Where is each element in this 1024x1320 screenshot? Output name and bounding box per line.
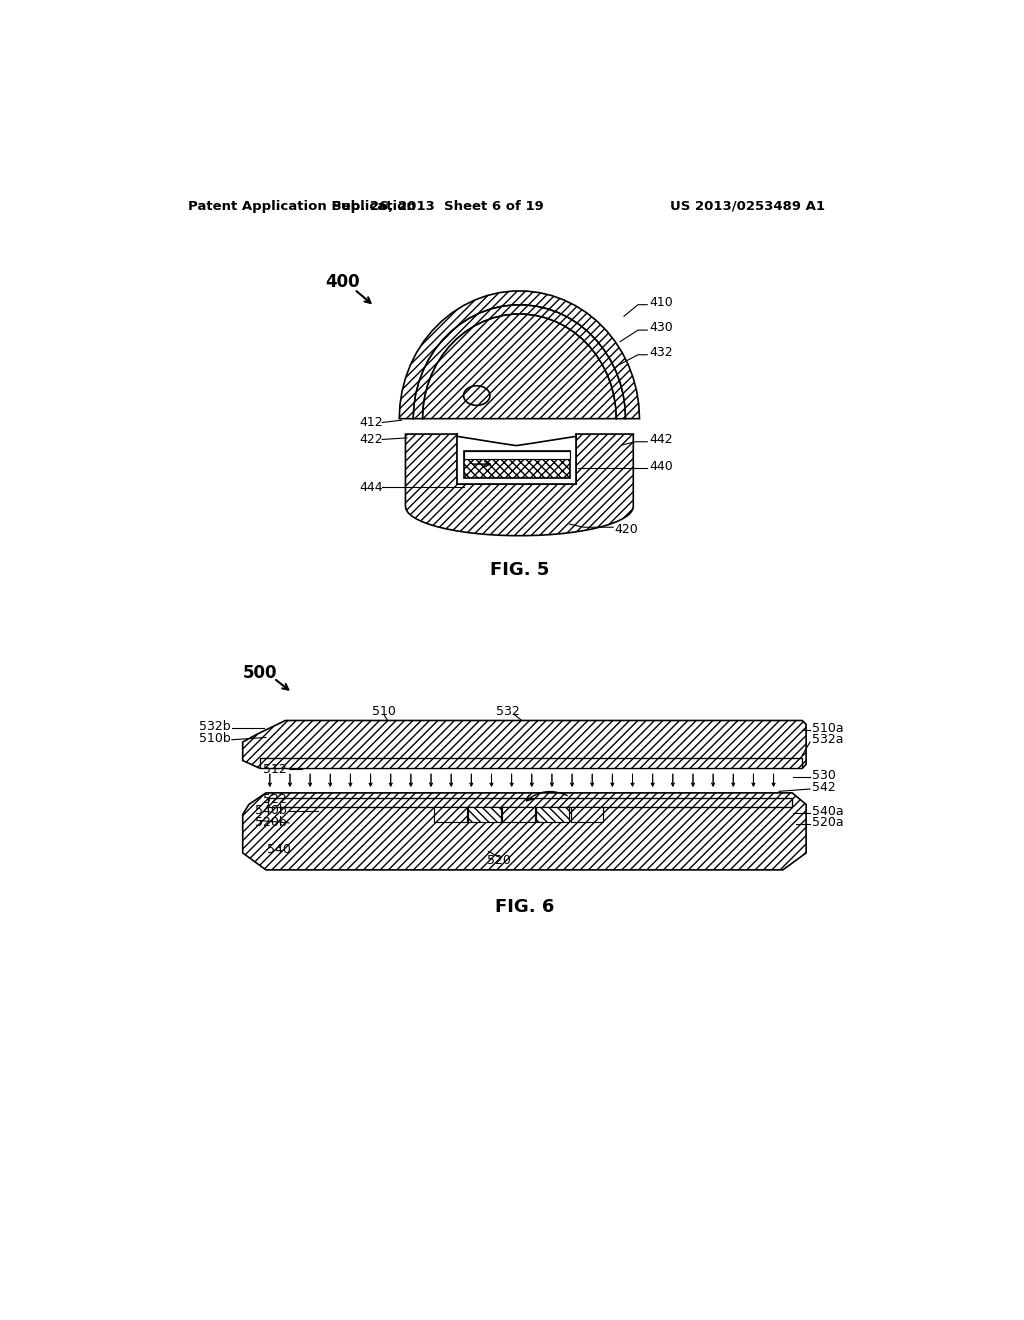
Polygon shape xyxy=(243,721,806,768)
Text: US 2013/0253489 A1: US 2013/0253489 A1 xyxy=(671,199,825,213)
Ellipse shape xyxy=(464,385,489,405)
Polygon shape xyxy=(537,807,569,822)
Text: 522: 522 xyxy=(263,792,287,805)
Text: 442: 442 xyxy=(649,433,673,446)
Polygon shape xyxy=(464,451,569,478)
Polygon shape xyxy=(434,807,467,822)
Text: 410: 410 xyxy=(649,296,674,309)
Text: Patent Application Publication: Patent Application Publication xyxy=(188,199,416,213)
Text: 430: 430 xyxy=(649,321,674,334)
Text: 532: 532 xyxy=(496,705,519,718)
Polygon shape xyxy=(399,290,640,418)
Text: 412: 412 xyxy=(359,416,383,429)
Text: 520a: 520a xyxy=(812,816,844,829)
Polygon shape xyxy=(468,807,501,822)
Text: 532a: 532a xyxy=(812,733,844,746)
Text: 420: 420 xyxy=(614,523,638,536)
Text: 520: 520 xyxy=(486,854,511,867)
Text: 500: 500 xyxy=(243,664,278,681)
Polygon shape xyxy=(267,797,793,807)
Text: 510b: 510b xyxy=(199,731,230,744)
Polygon shape xyxy=(458,434,575,484)
Text: 432: 432 xyxy=(649,346,673,359)
Text: FIG. 6: FIG. 6 xyxy=(496,898,554,916)
Polygon shape xyxy=(464,451,569,459)
Polygon shape xyxy=(503,807,535,822)
Text: 542: 542 xyxy=(812,781,836,795)
Text: 530: 530 xyxy=(812,770,837,783)
Text: 510: 510 xyxy=(372,705,395,718)
Text: 400: 400 xyxy=(326,273,360,290)
Polygon shape xyxy=(243,768,806,793)
Polygon shape xyxy=(570,807,603,822)
Text: 510a: 510a xyxy=(812,722,844,735)
Polygon shape xyxy=(406,434,633,536)
Text: 540: 540 xyxy=(267,843,292,857)
Polygon shape xyxy=(243,793,806,870)
Text: 540a: 540a xyxy=(812,805,844,818)
Text: 440: 440 xyxy=(649,459,674,473)
Text: Sep. 26, 2013  Sheet 6 of 19: Sep. 26, 2013 Sheet 6 of 19 xyxy=(332,199,544,213)
Text: 512: 512 xyxy=(263,763,287,776)
Text: 422: 422 xyxy=(359,433,383,446)
Text: FIG. 5: FIG. 5 xyxy=(489,561,549,579)
Text: 444: 444 xyxy=(359,480,383,494)
Text: 520b: 520b xyxy=(255,816,287,829)
Text: 532b: 532b xyxy=(199,721,230,733)
Polygon shape xyxy=(260,758,802,768)
Polygon shape xyxy=(243,768,806,793)
Text: 540b: 540b xyxy=(255,804,287,817)
